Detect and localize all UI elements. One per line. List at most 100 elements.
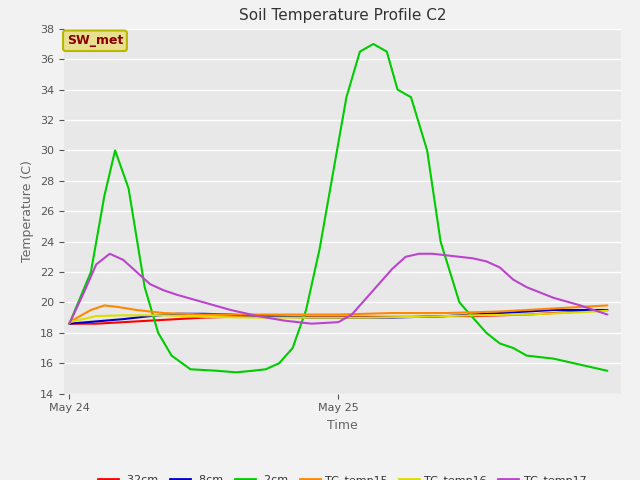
TC_temp15	[65, 319, 73, 325]
Line: TC_temp15: TC_temp15	[69, 305, 607, 322]
Text: SW_met: SW_met	[67, 34, 123, 47]
-2cm	[125, 185, 132, 191]
-32cm	[442, 313, 450, 319]
TC_temp17	[375, 281, 383, 287]
-2cm	[302, 307, 310, 313]
-8cm	[604, 307, 611, 313]
TC_temp17	[442, 252, 450, 258]
Legend: -32cm, -8cm, -2cm, TC_temp15, TC_temp16, TC_temp17: -32cm, -8cm, -2cm, TC_temp15, TC_temp16,…	[94, 470, 591, 480]
-8cm	[146, 313, 154, 319]
-32cm	[469, 313, 477, 319]
-32cm	[496, 312, 504, 318]
-8cm	[308, 315, 316, 321]
-8cm	[496, 310, 504, 316]
-2cm	[590, 365, 598, 371]
-32cm	[577, 309, 584, 314]
-8cm	[92, 319, 100, 324]
-2cm	[369, 41, 377, 47]
-2cm	[168, 353, 175, 359]
TC_temp17	[523, 284, 531, 290]
TC_temp17	[254, 313, 262, 319]
TC_temp15	[281, 312, 289, 317]
TC_temp17	[402, 254, 410, 260]
-8cm	[227, 312, 235, 317]
-2cm	[604, 368, 611, 373]
TC_temp17	[160, 288, 168, 293]
TC_temp17	[483, 259, 490, 264]
TC_temp17	[362, 297, 369, 302]
TC_temp17	[496, 264, 504, 270]
-2cm	[262, 366, 269, 372]
-32cm	[388, 314, 396, 320]
-8cm	[362, 315, 369, 321]
TC_temp16	[119, 312, 127, 318]
-32cm	[281, 314, 289, 320]
TC_temp16	[415, 314, 423, 320]
-2cm	[187, 366, 195, 372]
-2cm	[423, 147, 431, 153]
Y-axis label: Temperature (C): Temperature (C)	[22, 160, 35, 262]
TC_temp16	[523, 312, 531, 317]
TC_temp16	[200, 314, 208, 320]
-2cm	[111, 147, 119, 153]
Line: -32cm: -32cm	[69, 310, 607, 324]
-8cm	[442, 313, 450, 319]
TC_temp16	[604, 308, 611, 313]
-32cm	[92, 321, 100, 326]
-8cm	[200, 311, 208, 317]
TC_temp17	[308, 321, 316, 326]
-32cm	[227, 314, 235, 320]
-2cm	[154, 330, 162, 336]
Line: TC_temp16: TC_temp16	[69, 311, 607, 322]
-2cm	[496, 341, 504, 347]
-8cm	[523, 309, 531, 314]
-2cm	[275, 360, 283, 366]
TC_temp15	[114, 304, 122, 310]
Line: -8cm: -8cm	[69, 310, 607, 324]
TC_temp17	[348, 312, 356, 317]
Title: Soil Temperature Profile C2: Soil Temperature Profile C2	[239, 9, 446, 24]
TC_temp17	[577, 302, 584, 308]
-2cm	[550, 356, 557, 361]
Line: -2cm: -2cm	[69, 44, 607, 372]
TC_temp17	[79, 292, 86, 298]
TC_temp17	[65, 321, 73, 326]
TC_temp17	[173, 292, 181, 298]
-2cm	[509, 345, 517, 351]
-32cm	[173, 316, 181, 322]
TC_temp17	[388, 266, 396, 272]
-2cm	[316, 246, 323, 252]
TC_temp17	[429, 251, 436, 257]
-32cm	[362, 314, 369, 320]
TC_temp15	[132, 307, 140, 313]
-32cm	[415, 314, 423, 320]
-32cm	[146, 318, 154, 324]
TC_temp15	[604, 302, 611, 308]
-2cm	[456, 300, 463, 305]
-2cm	[383, 49, 390, 55]
TC_temp17	[106, 251, 113, 257]
Line: TC_temp17: TC_temp17	[69, 254, 607, 324]
TC_temp16	[308, 315, 316, 321]
-32cm	[65, 321, 73, 326]
TC_temp17	[200, 300, 208, 305]
-2cm	[100, 193, 108, 199]
TC_temp17	[146, 281, 154, 287]
TC_temp16	[160, 312, 168, 318]
-2cm	[536, 354, 544, 360]
TC_temp17	[550, 295, 557, 300]
-32cm	[308, 314, 316, 320]
TC_temp16	[92, 313, 100, 319]
-8cm	[577, 307, 584, 313]
-2cm	[483, 330, 490, 336]
-2cm	[232, 370, 240, 375]
-32cm	[550, 310, 557, 316]
-2cm	[563, 359, 571, 365]
TC_temp15	[100, 302, 108, 308]
TC_temp17	[509, 276, 517, 282]
TC_temp17	[119, 257, 127, 263]
-2cm	[342, 95, 350, 100]
TC_temp15	[496, 309, 504, 314]
TC_temp15	[241, 312, 248, 317]
-8cm	[388, 315, 396, 321]
